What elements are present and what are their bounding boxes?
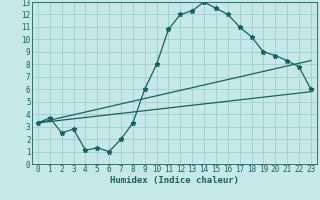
X-axis label: Humidex (Indice chaleur): Humidex (Indice chaleur) (110, 176, 239, 185)
